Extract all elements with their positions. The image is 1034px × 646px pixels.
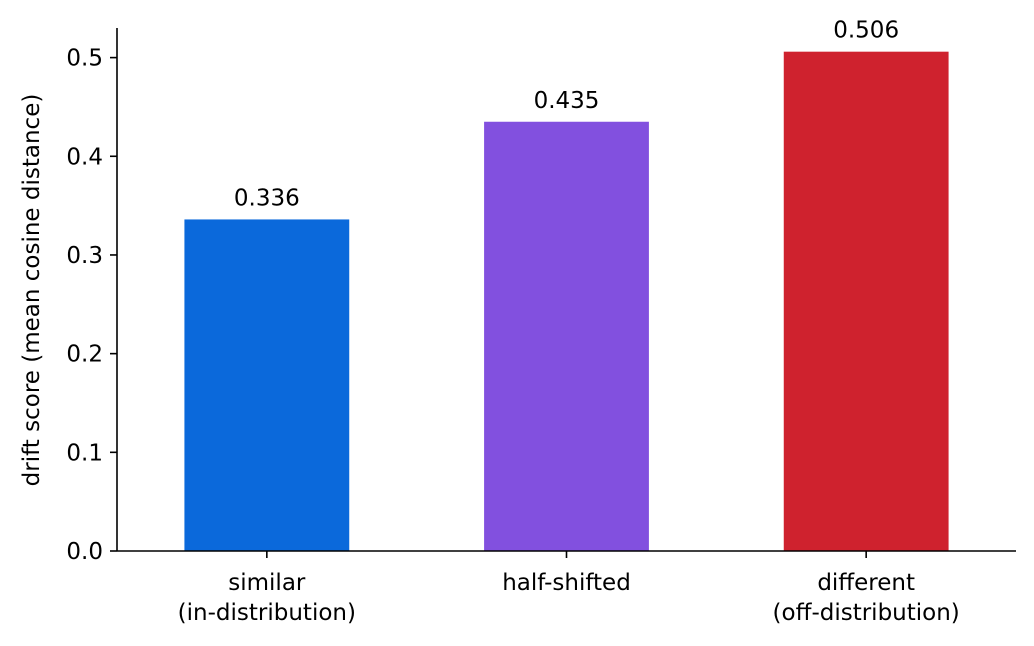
x-tick-label-line: similar — [228, 570, 306, 596]
y-tick-label-1: 0.1 — [66, 440, 103, 466]
bar-0 — [184, 219, 350, 551]
y-tick-label-0: 0.0 — [66, 539, 103, 565]
bar-1 — [484, 121, 649, 551]
value-label-2: 0.506 — [833, 18, 899, 44]
x-tick-label-line: different — [817, 570, 915, 596]
y-axis: 0.0 0.1 0.2 0.3 0.4 0.5 — [66, 28, 118, 565]
y-tick-label-2: 0.2 — [66, 342, 103, 368]
y-tick-label-4: 0.4 — [66, 144, 103, 170]
value-labels-group: 0.336 0.435 0.506 — [234, 18, 899, 212]
x-axis: similar (in-distribution) half-shifted diff… — [117, 550, 1016, 626]
x-tick-label-0: similar (in-distribution) — [178, 570, 356, 626]
y-tick-label-5: 0.5 — [66, 46, 103, 72]
x-tick-label-line: half-shifted — [502, 570, 631, 596]
x-tick-label-line: (off-distribution) — [773, 600, 960, 626]
x-tick-label-2: different (off-distribution) — [773, 570, 960, 626]
x-tick-label-1: half-shifted — [502, 570, 631, 596]
y-tick-label-3: 0.3 — [66, 243, 103, 269]
value-label-0: 0.336 — [234, 185, 300, 211]
bar-2 — [783, 51, 949, 552]
value-label-1: 0.435 — [534, 88, 600, 114]
y-axis-title: drift score (mean cosine distance) — [19, 94, 45, 487]
bars-group — [184, 51, 949, 552]
x-tick-label-line: (in-distribution) — [178, 600, 356, 626]
